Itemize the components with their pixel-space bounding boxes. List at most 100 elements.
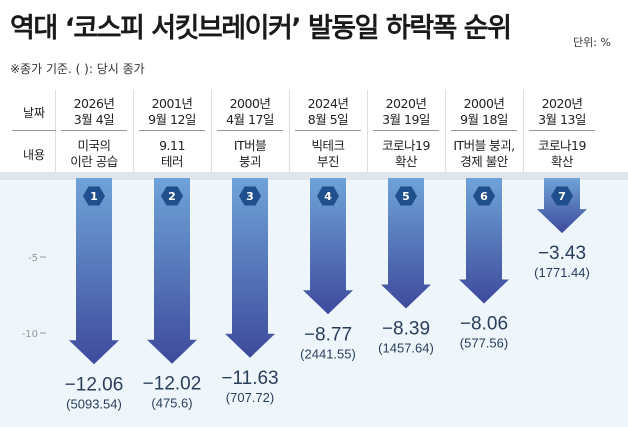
rank-badge (317, 186, 339, 206)
event-cell-line: 붕괴 (238, 154, 262, 169)
value-label: −3.43 (538, 243, 586, 264)
event-cell-line: 경제 불안 (460, 154, 508, 169)
event-cell-line: 미국의 (77, 138, 111, 153)
value-label: −8.06 (460, 314, 508, 335)
drop-arrow-bar (303, 178, 353, 315)
event-cell: 코로나19 확산 (526, 138, 598, 170)
close-price-label: (577.56) (460, 336, 508, 351)
chart-title: 역대 ‘코스피 서킷브레이커’ 발동일 하락폭 순위 (10, 13, 512, 44)
drop-arrow-bar (69, 178, 119, 365)
date-cell-line: 2000년 (229, 96, 271, 111)
column-separator (133, 90, 134, 172)
close-price-label: (707.72) (226, 390, 274, 405)
date-cell: 2026년 3월 4일 (58, 96, 130, 128)
event-cell-line: IT버블 붕괴, (453, 138, 515, 153)
rank-badge (83, 186, 105, 206)
rank-number: 4 (324, 190, 332, 203)
event-cell: 9.11 테러 (136, 138, 208, 170)
event-cell: 미국의 이란 공습 (58, 138, 130, 170)
row-separator (61, 130, 127, 131)
event-cell: 빅테크 부진 (292, 138, 364, 170)
rank-badge (551, 186, 573, 206)
event-cell-line: 빅테크 (311, 138, 345, 153)
note: ※종가 기준. ( ): 당시 종가 (10, 62, 145, 76)
row-separator (451, 130, 517, 131)
close-price-label: (475.6) (151, 396, 192, 411)
y-tick-label: -10 (22, 329, 38, 340)
date-cell-line: 2020년 (385, 96, 427, 111)
row-separator (529, 130, 595, 131)
date-cell: 2024년 8월 5일 (292, 96, 364, 128)
value-label: −8.39 (382, 319, 430, 340)
date-cell: 2001년 9월 12일 (136, 96, 208, 128)
date-cell-line: 8월 5일 (307, 112, 349, 127)
rank-number: 3 (246, 190, 254, 203)
date-cell-line: 2026년 (73, 96, 115, 111)
date-cell-line: 9월 12일 (148, 112, 196, 127)
event-cell: IT버블 붕괴 (214, 138, 286, 170)
row-separator (295, 130, 361, 131)
event-cell: 코로나19 확산 (370, 138, 442, 170)
value-label: −8.77 (304, 324, 352, 345)
row-label-content: 내용 (22, 148, 46, 162)
rank-number: 5 (402, 190, 410, 203)
event-cell: IT버블 붕괴, 경제 불안 (448, 138, 520, 170)
date-cell: 2000년 4월 17일 (214, 96, 286, 128)
close-price-label: (1457.64) (378, 341, 434, 356)
event-cell-line: 확산 (550, 154, 574, 169)
rank-badge (161, 186, 183, 206)
date-cell-line: 2000년 (463, 96, 505, 111)
column-separator (445, 90, 446, 172)
drop-arrow-bar (147, 178, 197, 364)
date-cell-line: 3월 19일 (382, 112, 430, 127)
divider-band (0, 172, 628, 180)
drop-arrow-bar (381, 178, 431, 309)
date-cell-line: 9월 18일 (460, 112, 508, 127)
date-cell-line: 2024년 (307, 96, 349, 111)
close-price-label: (5093.54) (66, 396, 122, 411)
rank-number: 2 (168, 190, 176, 203)
unit-label: 단위: % (573, 36, 611, 49)
close-price-label: (1771.44) (534, 265, 590, 280)
column-separator (55, 90, 56, 172)
rank-badge (395, 186, 417, 206)
value-label: −11.63 (221, 368, 278, 389)
row-separator (12, 130, 56, 131)
date-cell-line: 4월 17일 (226, 112, 274, 127)
date-cell-line: 3월 13일 (538, 112, 586, 127)
value-label: −12.02 (143, 374, 202, 395)
event-cell-line: 확산 (394, 154, 418, 169)
event-cell-line: 9.11 (159, 138, 185, 153)
rank-number: 7 (558, 190, 566, 203)
event-cell-line: 부진 (316, 154, 340, 169)
value-label: −12.06 (65, 374, 124, 395)
date-cell-line: 3월 4일 (73, 112, 115, 127)
rank-number: 1 (90, 190, 98, 203)
row-separator (373, 130, 439, 131)
date-cell: 2020년 3월 13일 (526, 96, 598, 128)
column-separator (523, 90, 524, 172)
row-separator (217, 130, 283, 131)
date-cell: 2020년 3월 19일 (370, 96, 442, 128)
column-separator (211, 90, 212, 172)
event-cell-line: IT버블 (233, 138, 267, 153)
event-cell-line: 이란 공습 (70, 154, 118, 169)
close-price-label: (2441.55) (300, 346, 356, 361)
column-separator (367, 90, 368, 172)
y-tick-label: -5 (28, 253, 38, 264)
row-separator (139, 130, 205, 131)
date-cell-line: 2020년 (541, 96, 583, 111)
drop-arrow-bar (225, 178, 275, 358)
event-cell-line: 코로나19 (538, 138, 586, 153)
drop-arrow-bar (537, 178, 587, 234)
rank-number: 6 (480, 190, 488, 203)
drop-arrow-bar (459, 178, 509, 304)
rank-badge (239, 186, 261, 206)
rank-badge (473, 186, 495, 206)
column-separator (289, 90, 290, 172)
date-cell: 2000년 9월 18일 (448, 96, 520, 128)
event-cell-line: 코로나19 (382, 138, 430, 153)
row-label-date: 날짜 (22, 106, 46, 120)
date-cell-line: 2001년 (151, 96, 193, 111)
